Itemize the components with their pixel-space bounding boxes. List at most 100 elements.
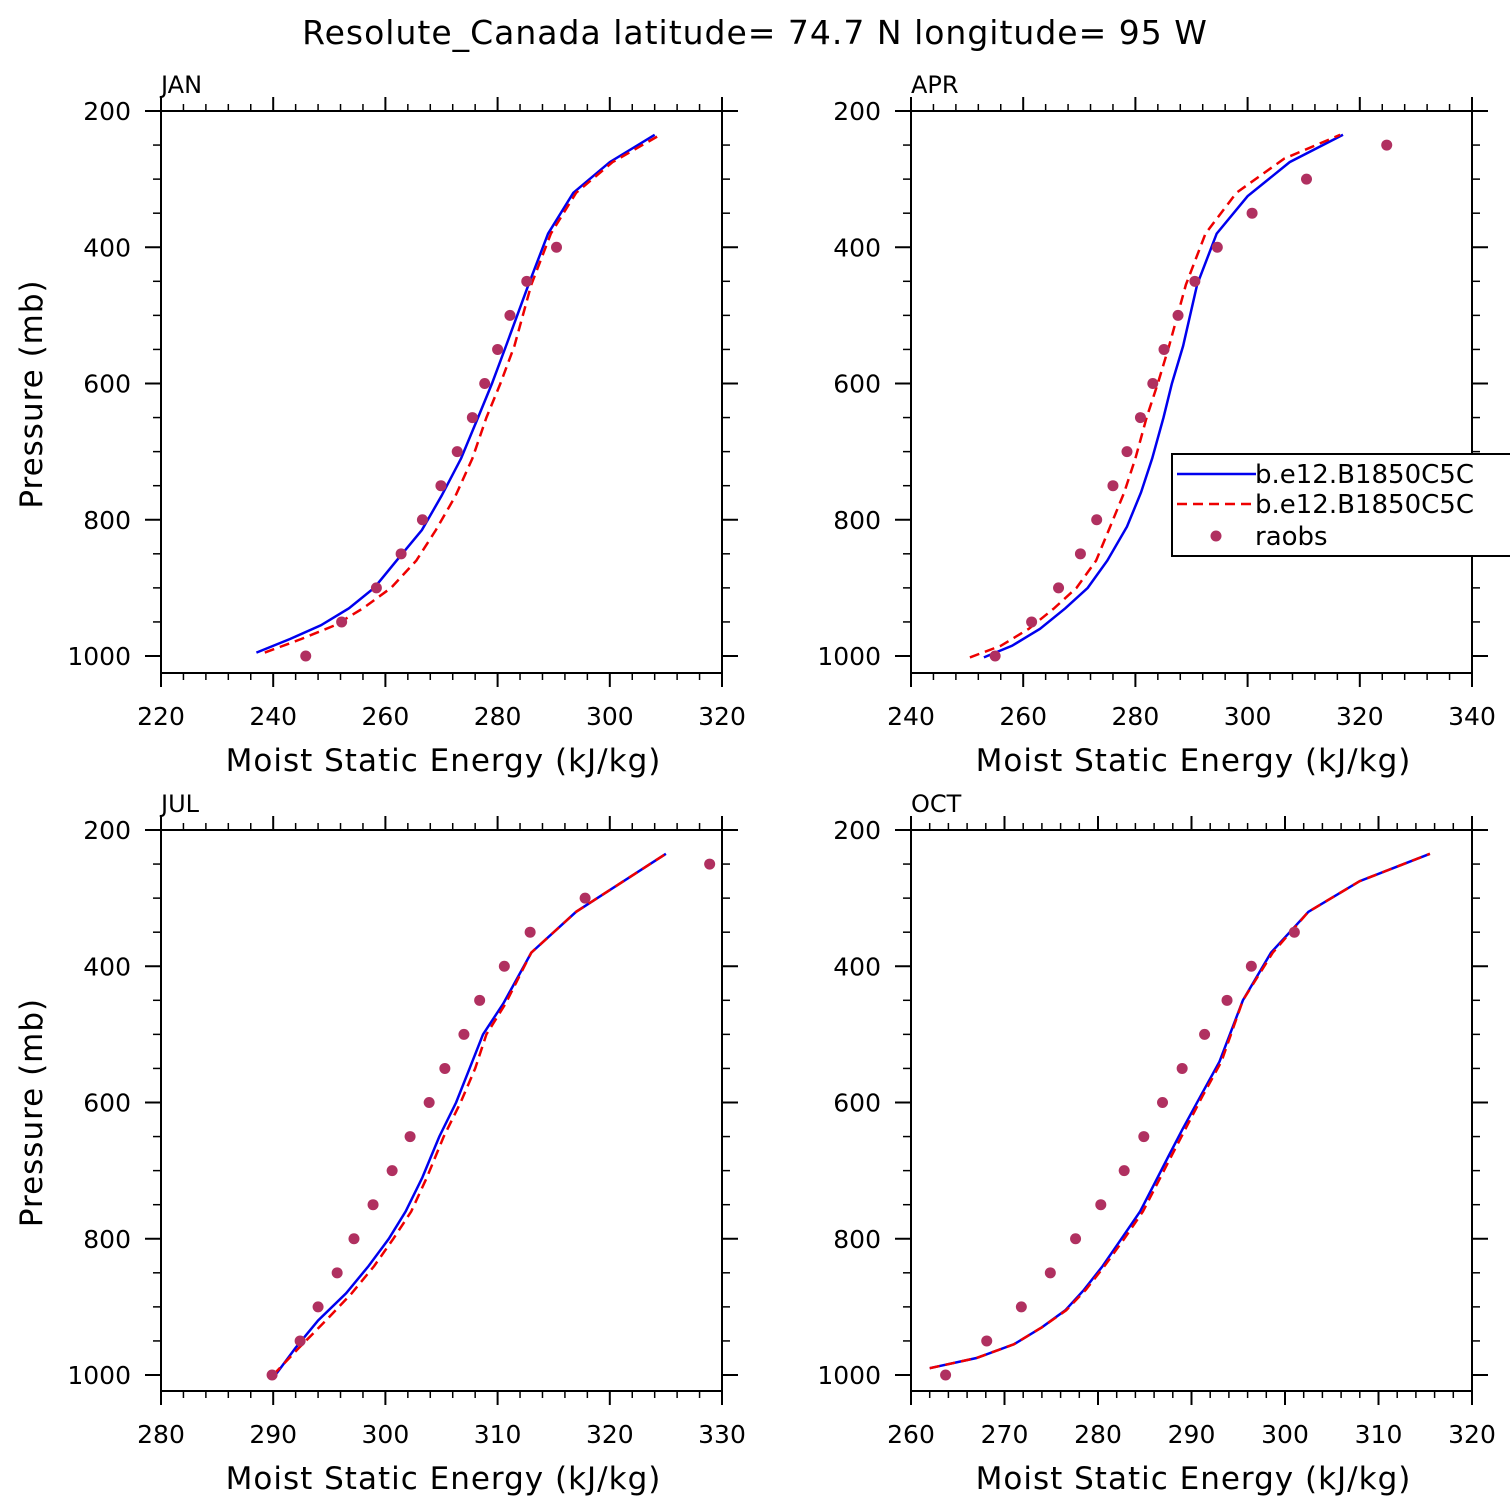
raobs-point — [1026, 616, 1038, 628]
x-tick-label: 280 — [474, 702, 522, 731]
x-tick-label: 280 — [137, 1420, 185, 1449]
series-line-2 — [969, 133, 1341, 659]
y-tick-label: 800 — [83, 506, 131, 535]
raobs-point — [1288, 926, 1300, 938]
raobs-point — [336, 616, 348, 628]
raobs-point — [1147, 378, 1159, 389]
raobs-point — [1070, 1233, 1082, 1245]
y-tick-label: 400 — [83, 233, 131, 262]
y-axis-label: Pressure (mb) — [14, 998, 50, 1227]
x-tick-label: 310 — [1355, 1420, 1403, 1449]
y-tick-label: 1000 — [67, 642, 131, 671]
raobs-point — [294, 1335, 306, 1347]
x-axis-label: Moist Static Energy (kJ/kg) — [226, 1461, 662, 1497]
plot-area — [929, 852, 1431, 1370]
raobs-point — [504, 309, 516, 321]
raobs-point — [981, 1335, 993, 1347]
raobs-point — [312, 1301, 324, 1313]
raobs-point — [474, 994, 486, 1006]
panel-label: OCT — [911, 790, 962, 818]
panels: 220 240 260 280 300 320 200 400 600 800 1000 JAN Moi… — [14, 71, 1496, 1497]
raobs-point — [1118, 1165, 1130, 1177]
raobs-point — [458, 1028, 470, 1040]
x-tick-label: 260 — [362, 702, 410, 731]
raobs-point — [416, 514, 428, 526]
raobs-point — [479, 378, 491, 389]
y-tick-label: 800 — [83, 1225, 131, 1254]
y-tick-label: 200 — [833, 816, 881, 845]
x-tick-label: 310 — [474, 1420, 522, 1449]
series-line-1 — [983, 133, 1344, 659]
raobs-point — [704, 858, 716, 870]
raobs-point — [367, 1199, 379, 1211]
raobs-point — [466, 412, 478, 424]
series-line-2 — [264, 133, 661, 654]
legend-entry-2: b.e12.B1850C5C — [1255, 490, 1474, 520]
series-line-1 — [929, 852, 1431, 1370]
x-tick-label: 340 — [1448, 702, 1496, 731]
x-tick-label: 240 — [887, 702, 935, 731]
y-tick-label: 800 — [833, 1225, 881, 1254]
y-tick-label: 600 — [83, 370, 131, 399]
x-tick-label: 220 — [137, 702, 185, 731]
raobs-point — [498, 960, 510, 972]
x-axis-label: Moist Static Energy (kJ/kg) — [976, 1461, 1412, 1497]
raobs-point — [395, 548, 407, 560]
raobs-point — [266, 1369, 278, 1381]
y-tick-label: 600 — [833, 1089, 881, 1118]
raobs-point — [1246, 207, 1258, 219]
y-tick-label: 400 — [833, 233, 881, 262]
raobs-point — [1044, 1267, 1056, 1279]
x-tick-label: 320 — [586, 1420, 634, 1449]
panel-label: JAN — [159, 71, 202, 99]
raobs-point — [1107, 480, 1119, 492]
x-tick-label: 320 — [698, 702, 746, 731]
raobs-point — [989, 650, 1001, 662]
series-line-2 — [272, 852, 667, 1376]
raobs-point — [1138, 1131, 1150, 1143]
x-tick-label: 240 — [249, 702, 297, 731]
raobs-point — [1301, 173, 1313, 185]
y-tick-label: 1000 — [67, 1361, 131, 1390]
plot-area — [969, 133, 1344, 659]
y-tick-label: 1000 — [817, 1361, 881, 1390]
y-axis-label: Pressure (mb) — [14, 279, 50, 508]
raobs-point — [404, 1131, 416, 1143]
raobs-point — [348, 1233, 360, 1245]
x-tick-label: 330 — [698, 1420, 746, 1449]
plot-area — [255, 133, 661, 654]
raobs-point — [1381, 139, 1393, 151]
x-tick-label: 270 — [981, 1420, 1029, 1449]
raobs-point — [1176, 1062, 1188, 1074]
y-tick-label: 1000 — [817, 642, 881, 671]
panel-jul: 280 290 300 310 320 330 200 400 600 800 1000 JUL Moi… — [14, 790, 746, 1497]
y-tick-label: 200 — [83, 816, 131, 845]
raobs-point — [435, 480, 447, 492]
series-line-1 — [255, 133, 656, 654]
panel-apr: 240 260 280 300 320 340 200 400 600 800 1000 APR Moi… — [817, 71, 1495, 779]
legend-entry-1: b.e12.B1850C5C — [1255, 460, 1474, 490]
raobs-point — [1199, 1028, 1211, 1040]
x-tick-label: 290 — [249, 1420, 297, 1449]
raobs-point — [1121, 446, 1133, 458]
x-tick-label: 260 — [999, 702, 1047, 731]
raobs-point — [1053, 582, 1065, 594]
plot-frame — [160, 829, 723, 1392]
figure-title: Resolute_Canada latitude= 74.7 N longitu… — [302, 13, 1208, 52]
raobs-point — [1015, 1301, 1027, 1313]
x-tick-label: 280 — [1112, 702, 1160, 731]
raobs-point — [940, 1369, 952, 1381]
raobs-point — [492, 343, 504, 355]
raobs-point — [1074, 548, 1086, 560]
plot-frame — [910, 110, 1473, 674]
x-tick-label: 300 — [1224, 702, 1272, 731]
plot-area — [272, 852, 667, 1376]
raobs-point — [1157, 1097, 1169, 1108]
raobs-point — [1211, 241, 1223, 253]
raobs-point — [551, 241, 563, 253]
raobs-point — [1189, 275, 1201, 287]
series-line-1 — [274, 852, 667, 1376]
x-tick-label: 320 — [1336, 702, 1384, 731]
series-line-2 — [929, 852, 1431, 1370]
